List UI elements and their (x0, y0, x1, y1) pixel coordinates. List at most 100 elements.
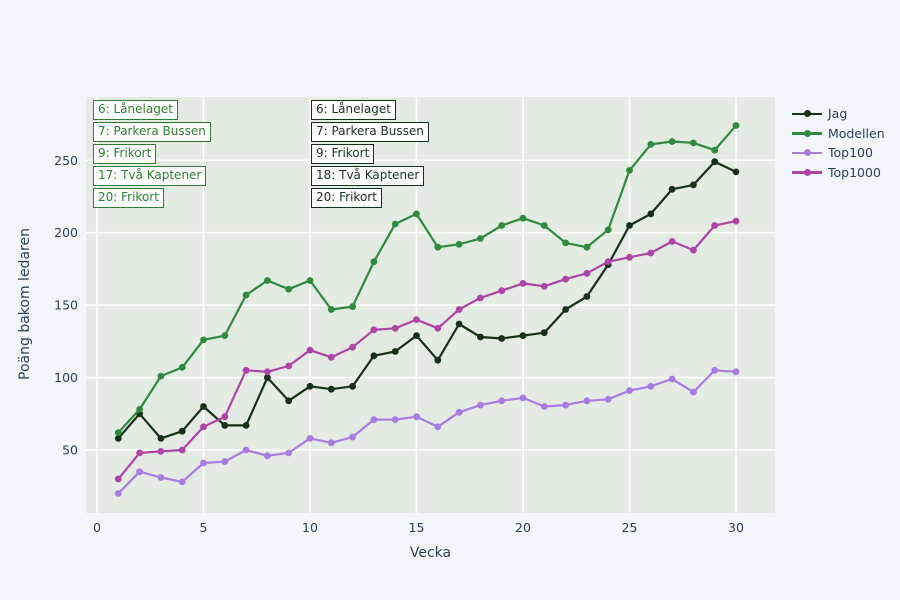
data-point-modellen (519, 214, 527, 222)
data-point-top1000 (668, 238, 676, 245)
data-point-jag (327, 385, 335, 393)
legend-line-icon (792, 128, 822, 138)
data-point-modellen (668, 138, 676, 145)
data-point-modellen (200, 336, 207, 344)
legend-item-jag[interactable]: Jag (792, 104, 885, 124)
data-point-top1000 (327, 353, 335, 361)
legend-line-icon (792, 167, 822, 177)
data-point-jag (498, 335, 506, 342)
data-point-jag (732, 168, 740, 176)
legend-label: Top100 (828, 145, 873, 161)
data-point-modellen (690, 139, 697, 147)
data-point-top100 (157, 474, 165, 481)
data-point-top1000 (157, 448, 165, 455)
data-point-top1000 (498, 287, 506, 295)
data-point-jag (242, 422, 250, 429)
data-point-top1000 (178, 446, 186, 454)
data-point-jag (413, 332, 420, 339)
data-point-top100 (264, 452, 271, 460)
data-point-modellen (306, 277, 314, 284)
data-point-modellen (157, 372, 165, 380)
y-tick-label: 50 (62, 443, 78, 458)
data-point-jag (306, 382, 314, 390)
data-point-jag (200, 403, 207, 410)
legend-item-top1000[interactable]: Top1000 (792, 163, 885, 183)
data-point-jag (626, 222, 633, 229)
series-line-modellen (117, 124, 737, 434)
data-point-top1000 (114, 475, 122, 483)
data-point-modellen (391, 220, 399, 228)
x-tick-label: 20 (515, 520, 531, 535)
data-point-top100 (583, 397, 591, 405)
data-point-modellen (370, 258, 378, 266)
y-tick-label: 250 (54, 153, 78, 168)
data-point-top100 (540, 403, 548, 410)
data-point-modellen (114, 429, 122, 436)
data-point-modellen (285, 285, 293, 293)
data-point-jag (349, 382, 356, 390)
series-line-top1000 (117, 220, 737, 480)
data-point-top1000 (349, 343, 356, 351)
legend-item-top100[interactable]: Top100 (792, 143, 885, 163)
annotation-green-2: 7: Parkera Bussen (93, 122, 211, 142)
data-point-jag (391, 348, 399, 355)
data-point-top1000 (455, 306, 463, 313)
data-point-top100 (455, 408, 463, 416)
data-point-top1000 (136, 449, 144, 457)
data-point-top100 (306, 435, 314, 442)
data-point-top100 (370, 416, 378, 423)
legend-label: Jag (828, 106, 848, 122)
y-tick-label: 100 (54, 370, 78, 385)
data-point-top100 (242, 446, 250, 454)
series-line-top100 (117, 369, 737, 495)
data-point-modellen (711, 146, 719, 154)
data-point-top100 (349, 433, 356, 441)
annotation-black-2: 7: Parkera Bussen (311, 122, 429, 142)
data-point-top1000 (434, 324, 442, 332)
data-point-top1000 (370, 326, 378, 334)
data-point-modellen (626, 167, 633, 174)
data-point-top100 (498, 397, 506, 405)
data-point-modellen (413, 210, 420, 218)
data-point-top100 (178, 478, 186, 486)
data-point-top100 (477, 401, 484, 409)
legend-label: Modellen (828, 125, 885, 141)
data-point-top1000 (647, 249, 655, 257)
data-point-modellen (583, 243, 591, 251)
data-point-jag (540, 329, 548, 337)
x-tick-label: 10 (302, 520, 318, 535)
data-point-modellen (327, 306, 335, 313)
data-point-modellen (604, 226, 612, 234)
data-point-modellen (732, 122, 740, 129)
legend-item-modellen[interactable]: Modellen (792, 124, 885, 144)
data-point-jag (668, 185, 676, 193)
data-point-top1000 (604, 258, 612, 266)
data-point-jag (285, 397, 293, 405)
data-point-top1000 (477, 294, 484, 302)
data-point-top1000 (690, 246, 697, 254)
data-point-top100 (114, 490, 122, 497)
data-point-modellen (498, 222, 506, 229)
data-point-top1000 (519, 280, 527, 287)
data-point-jag (519, 332, 527, 339)
x-axis-title: Vecka (409, 545, 452, 561)
data-point-jag (434, 356, 442, 364)
x-tick-label: 5 (200, 520, 208, 535)
data-point-top1000 (711, 222, 719, 229)
data-point-jag (690, 181, 697, 189)
annotation-black-4: 18: Två Kaptener (311, 166, 425, 186)
data-point-jag (370, 352, 378, 360)
data-point-top1000 (306, 346, 314, 354)
data-point-top100 (690, 388, 697, 396)
data-point-modellen (136, 406, 144, 413)
data-point-top1000 (200, 423, 207, 431)
annotation-black-3: 9: Frikort (311, 144, 375, 164)
legend-line-icon (792, 148, 822, 158)
data-point-top100 (647, 382, 655, 390)
data-point-jag (477, 333, 484, 341)
annotation-green-1: 6: Lånelaget (93, 100, 178, 120)
data-point-top1000 (264, 368, 271, 376)
data-point-top100 (413, 413, 420, 421)
y-tick-label: 150 (54, 298, 78, 313)
